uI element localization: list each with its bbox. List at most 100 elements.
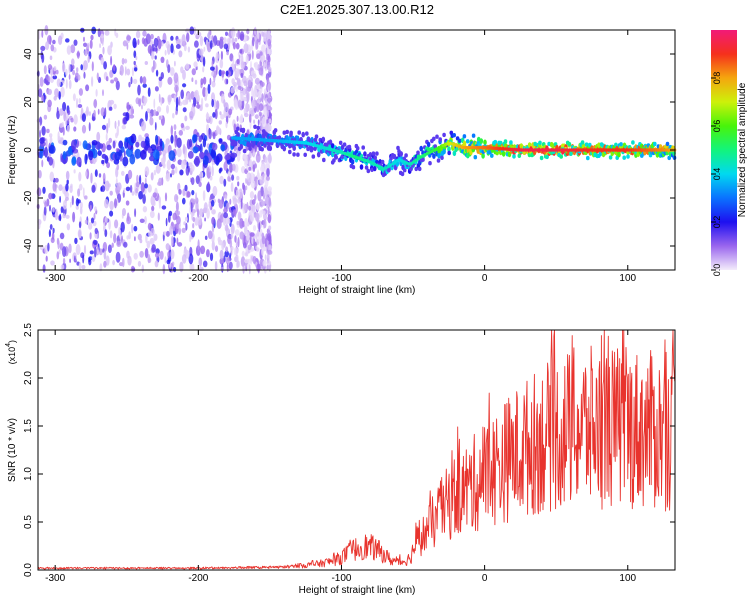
- noise-blob: [154, 122, 157, 131]
- noise-blob: [198, 266, 204, 272]
- noise-blob: [50, 260, 55, 266]
- noise-blob: [104, 107, 107, 118]
- ridge-point: [375, 151, 379, 156]
- noise-blob: [175, 38, 181, 45]
- noise-blob: [219, 59, 224, 69]
- ridge-core: [508, 147, 512, 152]
- ridge-point: [442, 148, 446, 155]
- noise-blob: [167, 43, 171, 55]
- noise-blob: [81, 124, 87, 134]
- noise-blob: [267, 97, 271, 104]
- ridge-core: [583, 148, 588, 152]
- ridge-core: [588, 148, 592, 152]
- noise-blob: [181, 254, 187, 264]
- ridge-core: [666, 148, 670, 152]
- noise-band-blob: [134, 148, 142, 159]
- ridge-core: [531, 148, 535, 152]
- noise-blob: [266, 252, 270, 264]
- ridge-point: [493, 139, 498, 145]
- x-tick-label: -300: [45, 573, 65, 584]
- noise-band-blob: [82, 140, 88, 150]
- noise-blob: [223, 43, 229, 50]
- noise-blob: [160, 96, 163, 106]
- noise-blob: [131, 223, 134, 234]
- noise-blob: [141, 104, 143, 110]
- ridge-core: [638, 148, 643, 152]
- noise-blob: [211, 165, 214, 177]
- ridge-point: [364, 165, 369, 170]
- ridge-core: [613, 148, 617, 152]
- noise-blob: [115, 32, 119, 39]
- noise-blob: [59, 122, 64, 128]
- noise-blob: [100, 57, 105, 65]
- noise-blob: [266, 29, 271, 41]
- ridge-core: [611, 148, 615, 152]
- noise-blob: [177, 210, 181, 216]
- noise-blob: [266, 119, 269, 125]
- noise-blob: [235, 42, 240, 50]
- ridge-core: [659, 148, 663, 152]
- ridge-point: [442, 132, 446, 138]
- noise-blob: [178, 189, 182, 195]
- ridge-point: [267, 142, 271, 147]
- noise-blob: [94, 206, 97, 212]
- noise-blob: [158, 198, 161, 209]
- colorbar-tick-label: 0.4: [712, 168, 722, 181]
- noise-blob: [65, 170, 70, 181]
- noise-blob: [60, 206, 64, 214]
- ridge-point: [296, 152, 300, 157]
- noise-blob: [261, 247, 264, 256]
- noise-blob: [41, 30, 44, 38]
- noise-blob: [268, 225, 272, 231]
- noise-blob: [138, 190, 144, 200]
- noise-blob: [49, 55, 53, 61]
- noise-blob: [182, 107, 187, 113]
- noise-blob: [47, 75, 51, 83]
- noise-blob: [49, 35, 52, 46]
- ridge-core: [652, 148, 656, 152]
- y-tick-label: 20: [23, 96, 34, 108]
- noise-blob: [147, 222, 152, 231]
- ridge-point: [416, 150, 420, 155]
- noise-blob: [58, 91, 61, 100]
- noise-blob: [132, 78, 138, 84]
- noise-blob: [77, 188, 81, 197]
- ridge-point: [373, 165, 377, 172]
- noise-blob: [92, 157, 97, 165]
- ridge-core: [485, 146, 489, 150]
- noise-blob: [151, 43, 155, 52]
- colorbar-tick-label: 0.2: [712, 216, 722, 229]
- ridge-point: [567, 142, 572, 147]
- ridge-core: [519, 148, 523, 152]
- noise-blob: [249, 191, 255, 199]
- noise-band-blob: [152, 149, 160, 160]
- noise-blob: [223, 161, 228, 171]
- noise-band-blob: [210, 148, 216, 159]
- noise-blob: [97, 28, 101, 38]
- noise-blob: [110, 79, 114, 84]
- noise-blob: [192, 223, 195, 229]
- noise-band-blob: [62, 151, 67, 160]
- noise-blob: [190, 91, 195, 100]
- noise-blob: [237, 99, 243, 109]
- noise-blob: [207, 83, 211, 95]
- ridge-core: [547, 148, 551, 152]
- noise-blob: [219, 36, 224, 41]
- noise-blob: [59, 232, 65, 240]
- noise-band-blob: [106, 144, 112, 151]
- noise-blob: [100, 107, 106, 117]
- noise-blob: [95, 89, 98, 97]
- noise-band-blob: [112, 140, 116, 149]
- noise-blob: [182, 99, 188, 106]
- noise-blob: [103, 61, 107, 70]
- ridge-core: [567, 148, 572, 152]
- ridge-point: [273, 128, 278, 133]
- noise-blob: [126, 35, 132, 41]
- noise-blob: [53, 66, 57, 72]
- noise-blob: [230, 182, 234, 193]
- ridge-point: [559, 154, 563, 159]
- noise-blob: [62, 63, 66, 73]
- noise-blob: [153, 109, 157, 116]
- noise-blob: [142, 83, 147, 88]
- noise-blob: [78, 183, 83, 191]
